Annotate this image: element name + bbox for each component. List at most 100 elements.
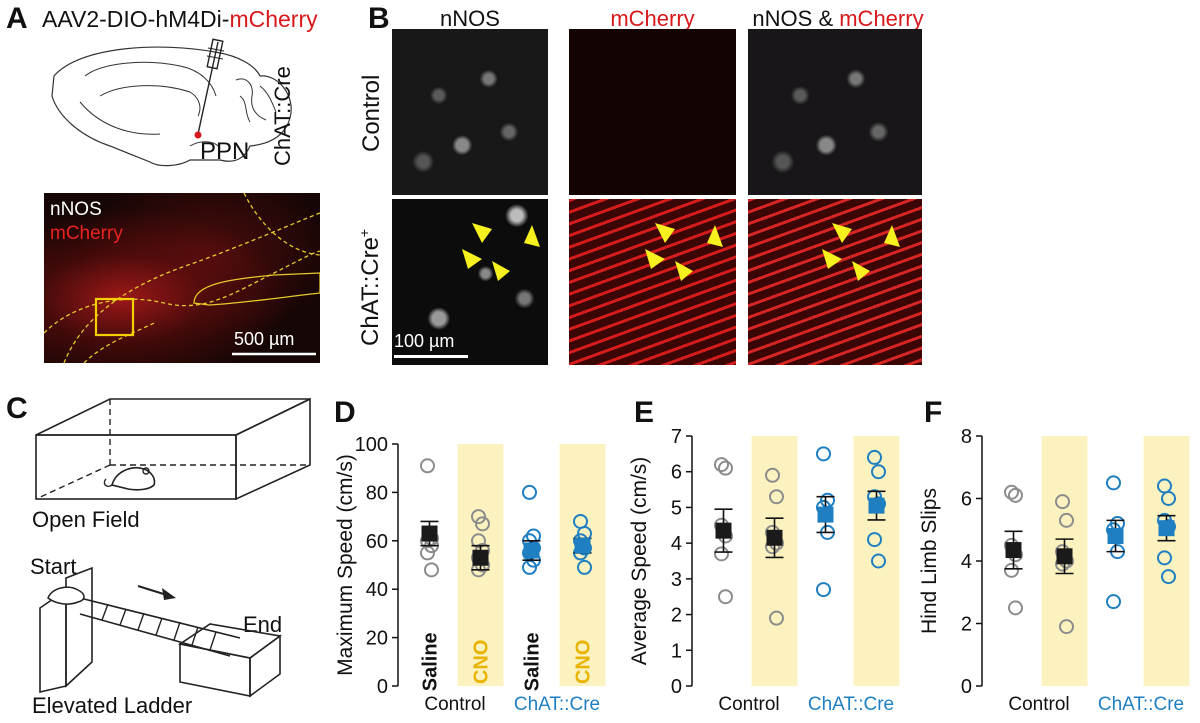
mouse-icon [47, 586, 85, 605]
data-point [1161, 491, 1176, 506]
data-point [816, 446, 831, 462]
arrowhead-icon [822, 249, 842, 269]
micrograph-chat-mcherry [569, 199, 736, 365]
group-label-chat: ChAT::Cre [808, 694, 894, 715]
region-label-ppn: PPN [200, 138, 250, 165]
row-label-chat-text: ChAT::Cre [357, 237, 384, 346]
cno-band [1143, 436, 1190, 686]
legend-mcherry: mCherry [50, 223, 123, 244]
open-field-diagram [35, 397, 311, 501]
panel-a-title: AAV2-DIO-hM4Di-mCherry [42, 6, 318, 33]
col-header-merge: nNOS & mCherry [738, 6, 938, 32]
mean-marker [766, 529, 783, 546]
data-point [577, 559, 592, 575]
scale-bar-100 [394, 355, 468, 358]
mean-marker [1158, 520, 1175, 537]
arrowhead-icon [645, 249, 665, 269]
mean-marker [472, 549, 489, 566]
data-point [1055, 494, 1070, 510]
arrowhead-icon [852, 261, 870, 281]
y-tick-label: 40 [366, 579, 388, 601]
y-tick-label: 4 [961, 551, 972, 573]
condition-label: CNO [471, 640, 493, 684]
y-tick-label: 6 [961, 489, 972, 511]
col-header-merge-highlight: mCherry [839, 6, 924, 31]
y-tick-label: 60 [366, 531, 388, 553]
arrowhead-icon [472, 223, 492, 243]
y-tick-label: 2 [961, 614, 972, 636]
panel-a-letter: A [6, 2, 28, 35]
data-point [1008, 487, 1023, 503]
arrowhead-icon [675, 261, 693, 281]
data-point [871, 464, 886, 480]
y-tick-label: 1 [671, 640, 682, 662]
condition-label: Saline [420, 632, 442, 691]
data-point [765, 467, 780, 483]
data-point [471, 509, 486, 525]
data-point [424, 562, 439, 578]
panel-a-side-label: ChAT::Cre [270, 66, 295, 166]
arrowhead-icon [832, 223, 852, 243]
y-tick-label: 80 [366, 482, 388, 504]
micrograph-chat-nnos: 100 µm [392, 199, 548, 365]
panel-a-title-highlight: mCherry [229, 6, 318, 32]
y-axis-label: Average Speed (cm/s) [628, 457, 651, 666]
group-label-control: Control [1008, 694, 1069, 715]
group-label-chat: ChAT::Cre [514, 694, 600, 715]
mean-marker [1107, 528, 1124, 544]
cno-band [559, 444, 606, 686]
y-tick-label: 20 [366, 628, 388, 650]
y-tick-label: 5 [671, 497, 682, 519]
col-header-mcherry: mCherry [610, 6, 695, 31]
arrowhead-icon [707, 225, 723, 247]
y-axis-label: Hind Limb Slips [918, 488, 941, 634]
mouse-icon [103, 467, 156, 491]
ppn-fluorescence-image: nNOS mCherry 500 µm [44, 193, 320, 363]
data-point [769, 489, 784, 505]
mean-marker [523, 542, 540, 559]
y-tick-label: 0 [377, 676, 388, 698]
row-label-chat-sup: + [356, 228, 372, 238]
y-tick-label: 100 [355, 434, 388, 456]
chart-e: 0 1 2 3 4 5 6 7 Average Speed (cm/s) Control ChAT:… [628, 426, 900, 715]
micrograph-control-nnos [392, 29, 548, 195]
data-point [769, 610, 784, 626]
data-point [816, 582, 831, 598]
data-point [1106, 475, 1121, 491]
data-point [522, 484, 537, 500]
panel-f-letter: F [924, 396, 943, 429]
arrowhead-icon [884, 225, 900, 247]
condition-label: CNO [573, 640, 595, 684]
y-axis-label: Maximum Speed (cm/s) [334, 454, 357, 676]
condition-label: Saline [522, 632, 544, 691]
open-field-label: Open Field [32, 507, 140, 532]
panel-a-title-prefix: AAV2-DIO-hM4Di- [42, 6, 230, 32]
y-tick-label: 0 [671, 676, 682, 698]
box-end [177, 623, 282, 698]
arrowhead-icon [524, 225, 540, 247]
y-tick-label: 7 [671, 426, 682, 448]
panel-b-letter: B [368, 2, 390, 35]
direction-arrow-icon [137, 585, 176, 600]
panel-d-letter: D [334, 396, 356, 429]
y-tick-label: 0 [961, 676, 972, 698]
mean-marker [574, 537, 591, 554]
data-point [1008, 600, 1023, 616]
data-point [714, 546, 729, 562]
y-tick-label: 3 [671, 569, 682, 591]
cno-band [853, 436, 900, 686]
data-point [867, 532, 882, 548]
group-label-control: Control [718, 694, 779, 715]
col-header-merge-prefix: nNOS & [752, 6, 840, 31]
micrograph-control-merge [748, 29, 922, 195]
data-point [475, 516, 490, 532]
row-label-control: Control [358, 74, 385, 152]
y-tick-label: 6 [671, 462, 682, 484]
panel-c-letter: C [6, 392, 28, 425]
mean-marker [421, 525, 438, 542]
panel-e-letter: E [634, 396, 655, 429]
mean-marker [1005, 542, 1022, 559]
data-point [1059, 512, 1074, 528]
group-label-chat: ChAT::Cre [1098, 694, 1184, 715]
